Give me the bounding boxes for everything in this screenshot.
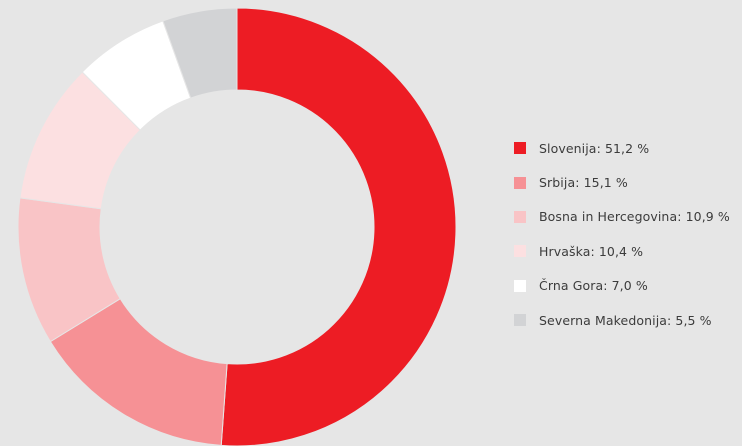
legend-label-severna-makedonija: Severna Makedonija: 5,5 % <box>539 312 712 328</box>
legend-label-slovenija: Slovenija: 51,2 % <box>539 140 650 156</box>
donut-slice-slovenija <box>220 7 457 446</box>
legend-swatch-severna-makedonija <box>514 314 526 327</box>
legend-label-crna-gora: Črna Gora: 7,0 % <box>539 278 648 294</box>
legend-label-bosna-in-hercegovina: Bosna in Hercegovina: 10,9 % <box>539 209 730 225</box>
legend-swatch-hrvaska <box>514 245 526 258</box>
legend-item-severna-makedonija: Severna Makedonija: 5,5 % <box>514 303 730 337</box>
chart-legend: Slovenija: 51,2 % Srbija: 15,1 % Bosna i… <box>514 131 730 337</box>
legend-item-crna-gora: Črna Gora: 7,0 % <box>514 269 730 303</box>
legend-item-srbija: Srbija: 15,1 % <box>514 165 730 199</box>
legend-label-hrvaska: Hrvaška: 10,4 % <box>539 243 644 259</box>
legend-item-slovenija: Slovenija: 51,2 % <box>514 131 730 165</box>
legend-swatch-bosna-in-hercegovina <box>514 210 526 223</box>
legend-item-hrvaska: Hrvaška: 10,4 % <box>514 234 730 268</box>
legend-swatch-crna-gora <box>514 279 526 292</box>
donut-slice-severna-makedonija <box>162 7 238 99</box>
legend-swatch-slovenija <box>514 142 526 155</box>
legend-item-bosna-in-hercegovina: Bosna in Hercegovina: 10,9 % <box>514 200 730 234</box>
legend-label-srbija: Srbija: 15,1 % <box>539 175 628 191</box>
legend-swatch-srbija <box>514 176 526 189</box>
